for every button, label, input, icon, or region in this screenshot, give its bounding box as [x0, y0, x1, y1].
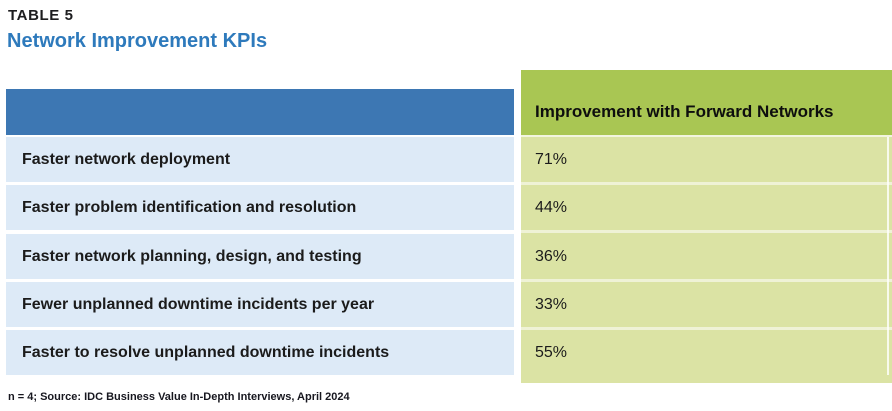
column-header-divider [521, 135, 892, 137]
kpi-label: Faster network deployment [22, 150, 231, 168]
row-divider [521, 182, 892, 185]
kpi-value: 71% [535, 151, 568, 168]
table-number-label: TABLE 5 [8, 7, 74, 24]
kpi-value: 36% [535, 248, 568, 265]
value-column-header-label: Improvement with Forward Networks [535, 102, 834, 121]
source-footnote: n = 4; Source: IDC Business Value In-Dep… [8, 391, 350, 403]
table-row: Fewer unplanned downtime incidents per y… [6, 282, 514, 327]
row-divider [521, 327, 892, 330]
value-column-band: Improvement with Forward Networks 71% 44… [521, 70, 892, 383]
kpi-label: Faster problem identification and resolu… [22, 198, 357, 216]
table-row: Faster problem identification and resolu… [6, 185, 514, 230]
kpi-value: 44% [535, 199, 568, 216]
kpi-column-header-cell [6, 89, 514, 135]
column-edge-divider [887, 137, 889, 375]
kpi-label: Fewer unplanned downtime incidents per y… [22, 295, 375, 313]
value-column-header-cell [521, 70, 892, 135]
row-divider [521, 230, 892, 233]
kpi-value: 33% [535, 296, 568, 313]
table-row: Faster to resolve unplanned downtime inc… [6, 330, 514, 375]
table-row: Faster network planning, design, and tes… [6, 234, 514, 279]
kpi-value: 55% [535, 344, 568, 361]
table-row: Faster network deployment [6, 137, 514, 182]
row-divider [521, 279, 892, 282]
kpi-label: Faster network planning, design, and tes… [22, 247, 362, 265]
kpi-label: Faster to resolve unplanned downtime inc… [22, 343, 390, 361]
table-title: Network Improvement KPIs [7, 30, 268, 52]
